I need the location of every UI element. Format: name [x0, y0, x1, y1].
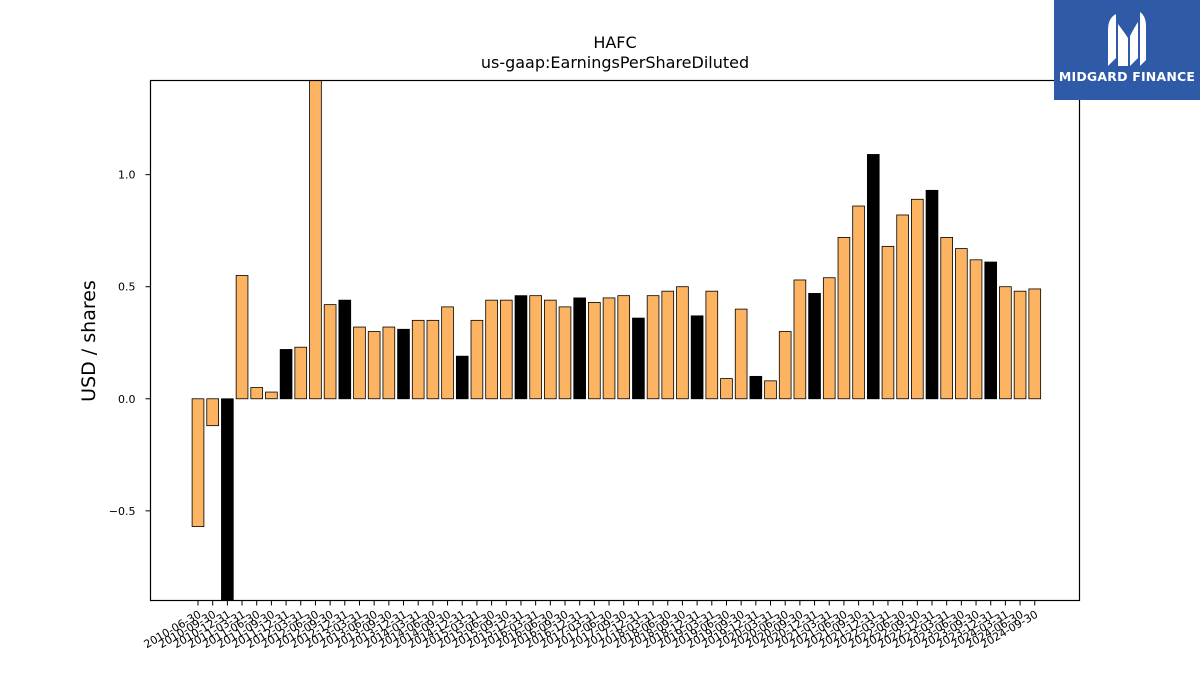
bar-2016-09-30 [558, 306, 572, 400]
y-axis-label: USD / shares [78, 280, 100, 402]
bar-2012-06-30 [309, 80, 322, 400]
bar-2010-06-30 [191, 398, 205, 527]
bar-2023-09-30 [969, 259, 983, 400]
y-tick-label: −0.5 [109, 505, 136, 518]
bar-2013-03-31 [353, 326, 366, 400]
bar-2022-09-30 [911, 198, 924, 400]
bar-2019-09-30 [734, 308, 748, 400]
logo-text: MIDGARD FINANCE [1058, 69, 1196, 84]
bar-2019-03-31 [705, 290, 719, 400]
bar-2018-06-30 [661, 290, 675, 400]
bar-2011-12-31 [279, 349, 293, 400]
bar-2020-06-30 [778, 331, 792, 400]
bar-2018-03-31 [646, 295, 660, 400]
chart-subtitle: us-gaap:EarningsPerShareDiluted [481, 53, 749, 72]
bar-2017-06-30 [602, 297, 616, 400]
bar-2011-09-30 [265, 391, 278, 400]
y-tick-label: 0.0 [118, 393, 136, 406]
bar-2020-03-31 [764, 380, 777, 400]
bar-2016-03-31 [529, 295, 542, 400]
bar-2015-03-31 [470, 319, 484, 400]
y-tick-label: 0.5 [118, 281, 136, 294]
bar-2017-12-31 [632, 317, 645, 400]
bar-2012-09-30 [323, 304, 337, 400]
bar-2018-12-31 [690, 315, 704, 400]
bar-2020-09-30 [793, 279, 807, 400]
bar-2023-06-30 [955, 248, 968, 400]
x-ticks: 2010-06-302010-09-302010-12-312011-03-31… [142, 600, 1040, 651]
bar-2021-03-31 [822, 277, 836, 400]
bar-2024-06-30 [1013, 290, 1027, 400]
bar-2016-12-31 [573, 297, 586, 400]
bar-2024-09-30 [1028, 288, 1042, 400]
y-tick-label: 1.0 [118, 169, 136, 182]
bar-2022-12-31 [925, 189, 939, 400]
bar-2010-09-30 [206, 398, 219, 427]
bar-2013-12-31 [397, 328, 410, 400]
bar-2019-12-31 [749, 375, 763, 400]
bar-2021-12-31 [866, 154, 880, 400]
bar-2013-06-30 [367, 331, 381, 400]
bar-2019-06-30 [720, 378, 733, 400]
midgard-logo-icon [1108, 12, 1146, 66]
y-ticks: −0.5 0.0 0.5 1.0 [109, 169, 151, 518]
bar-2014-09-30 [441, 306, 454, 400]
bar-2012-03-31 [294, 346, 308, 400]
bar-2010-12-31 [221, 398, 234, 601]
bar-2011-06-30 [250, 387, 264, 400]
bar-2012-12-31 [338, 299, 352, 400]
bar-2014-12-31 [455, 355, 469, 400]
bar-2013-09-30 [382, 326, 396, 400]
bar-2020-12-31 [808, 293, 821, 400]
bar-2023-12-31 [984, 261, 998, 400]
bar-2017-03-31 [588, 301, 601, 400]
bar-2024-03-31 [999, 286, 1012, 400]
bar-2014-06-30 [426, 319, 440, 400]
bars-layer [191, 80, 1042, 601]
bar-2021-06-30 [837, 236, 851, 400]
bar-2016-06-30 [544, 299, 557, 400]
bar-2014-03-31 [411, 319, 425, 400]
bar-2011-03-31 [235, 275, 249, 400]
plot-frame [149, 79, 1081, 602]
brand-logo: MIDGARD FINANCE [1054, 0, 1200, 100]
bar-2023-03-31 [940, 236, 953, 400]
bar-2015-12-31 [514, 295, 528, 400]
bar-2021-09-30 [852, 205, 865, 400]
bar-2022-06-30 [896, 214, 909, 400]
bar-2022-03-31 [881, 245, 895, 400]
chart-title: HAFC [593, 33, 636, 52]
bar-2015-09-30 [499, 299, 513, 400]
bar-2015-06-30 [485, 299, 498, 400]
bar-2017-09-30 [617, 295, 631, 400]
bar-2018-09-30 [676, 286, 689, 400]
